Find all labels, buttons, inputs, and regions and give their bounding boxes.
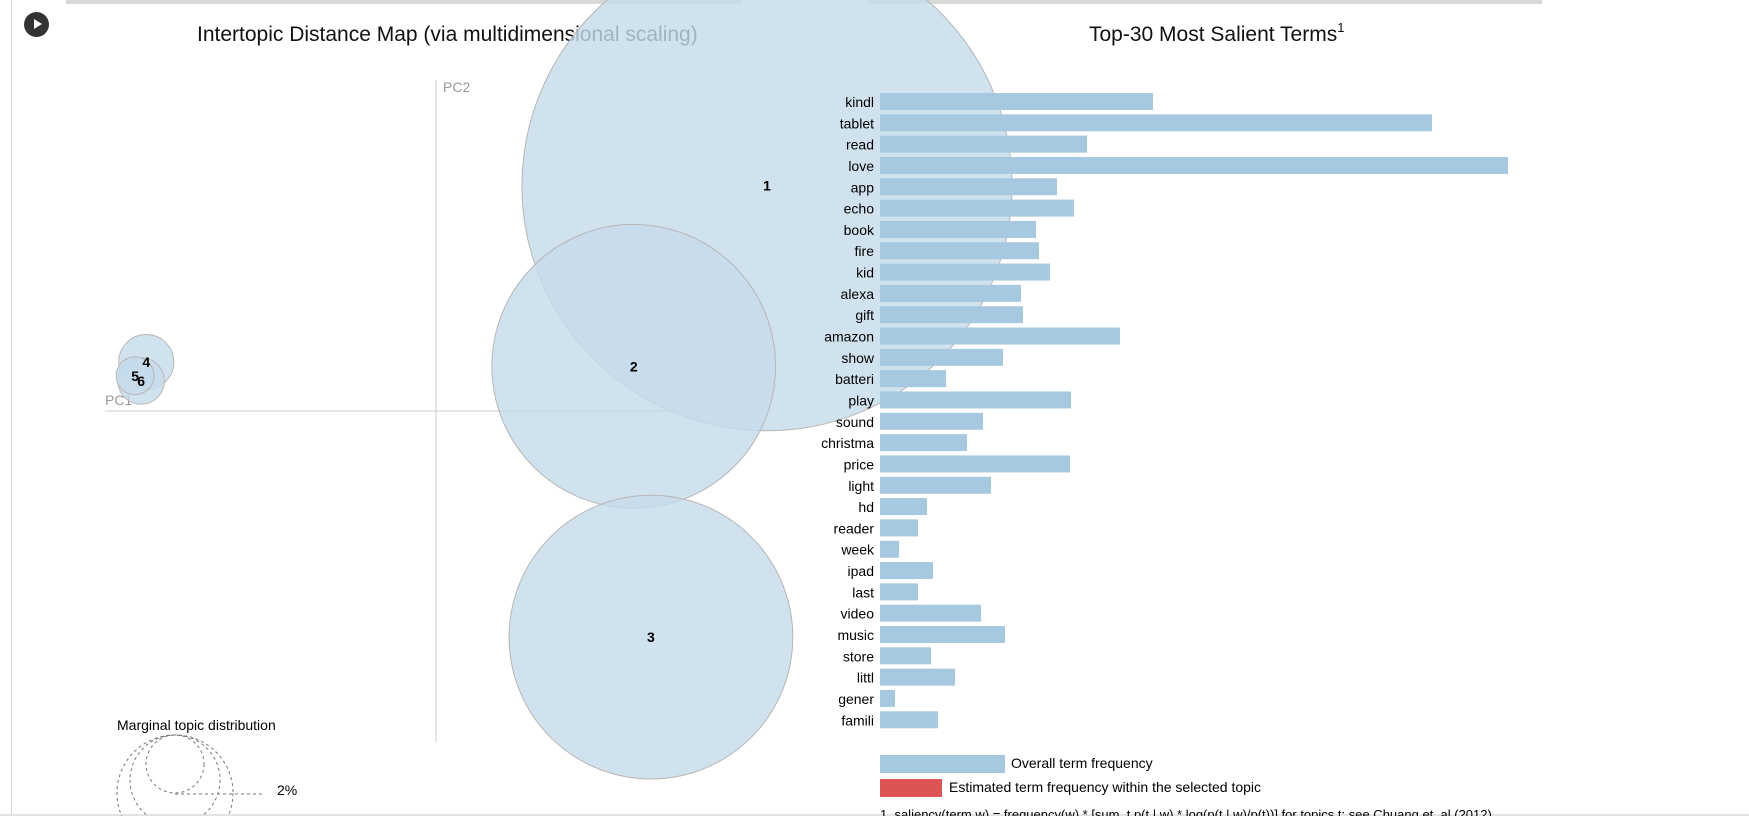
term-label-batteri[interactable]: batteri [835, 371, 874, 387]
term-label-love[interactable]: love [848, 158, 874, 174]
term-bar-famili[interactable] [880, 711, 938, 729]
page-bottom-border [0, 814, 1749, 816]
marginal-size-circle-2 [129, 734, 221, 816]
term-bar-book[interactable] [880, 220, 1036, 238]
right-panel-top-bar [867, 0, 1542, 4]
topic-bubble-5[interactable] [115, 356, 155, 396]
term-bar-gener[interactable] [880, 689, 895, 707]
term-label-store[interactable]: store [843, 648, 874, 664]
term-bar-fire[interactable] [880, 242, 1039, 260]
left-panel-top-bar [66, 0, 742, 4]
term-bar-reader[interactable] [880, 519, 918, 537]
term-label-week[interactable]: week [840, 542, 875, 558]
term-bar-sound[interactable] [880, 412, 983, 430]
term-bar-music[interactable] [880, 626, 1005, 643]
term-label-show[interactable]: show [841, 350, 875, 366]
term-label-gener[interactable]: gener [838, 691, 874, 707]
term-label-light[interactable]: light [848, 478, 874, 494]
term-bar-gift[interactable] [880, 306, 1023, 324]
term-label-reader[interactable]: reader [834, 520, 875, 536]
term-bar-ipad[interactable] [880, 562, 933, 580]
salient-terms-footnote-marker: 1 [1337, 20, 1345, 35]
term-label-gift[interactable]: gift [855, 307, 874, 323]
term-label-sound[interactable]: sound [836, 414, 874, 430]
term-bar-store[interactable] [880, 647, 931, 665]
term-bar-christma[interactable] [880, 434, 967, 452]
term-bar-read[interactable] [880, 135, 1087, 153]
term-label-last[interactable]: last [852, 584, 874, 600]
term-bar-app[interactable] [880, 178, 1057, 196]
bar-chart-legend: Overall term frequency Estimated term fre… [880, 755, 1492, 816]
term-bar-kindl[interactable] [880, 93, 1153, 110]
term-label-ipad[interactable]: ipad [848, 563, 874, 579]
topic-bubble-3[interactable] [508, 494, 794, 780]
pc2-label: PC2 [443, 79, 470, 95]
marginal-size-circle-3 [145, 734, 205, 794]
salient-terms-title-wrap: Top-30 Most Salient Terms1 [1089, 20, 1345, 48]
term-label-famili[interactable]: famili [841, 712, 874, 728]
topic-label-4: 4 [142, 354, 150, 370]
term-label-book[interactable]: book [844, 222, 875, 238]
legend-overall-label: Overall term frequency [1011, 755, 1153, 771]
legend-estimated-label: Estimated term frequency within the sele… [949, 779, 1261, 795]
term-label-tablet[interactable]: tablet [840, 115, 874, 131]
salient-terms-title: Top-30 Most Salient Terms [1089, 23, 1338, 46]
term-bar-show[interactable] [880, 348, 1003, 366]
term-label-alexa[interactable]: alexa [841, 286, 875, 302]
topic-label-5: 5 [131, 368, 139, 384]
term-bar-play[interactable] [880, 391, 1071, 409]
marginal-distribution-title: Marginal topic distribution [117, 717, 276, 733]
marginal-topic-distribution: Marginal topic distribution 2% [116, 717, 297, 816]
play-button[interactable] [24, 12, 49, 37]
term-bar-kid[interactable] [880, 263, 1050, 281]
play-icon [34, 19, 42, 29]
term-bar-price[interactable] [880, 455, 1070, 473]
term-label-echo[interactable]: echo [844, 201, 875, 217]
saliency-footnote: 1. saliency(term w) = frequency(w) * [su… [880, 807, 1492, 816]
term-bar-echo[interactable] [880, 199, 1074, 217]
term-bar-alexa[interactable] [880, 284, 1021, 302]
term-label-price[interactable]: price [844, 456, 875, 472]
term-label-video[interactable]: video [841, 606, 875, 622]
term-label-read[interactable]: read [846, 137, 874, 153]
term-bar-week[interactable] [880, 540, 899, 558]
term-bar-last[interactable] [880, 583, 918, 601]
marginal-percent-label: 2% [277, 782, 297, 798]
term-bar-video[interactable] [880, 604, 981, 622]
term-bar-littl[interactable] [880, 668, 955, 686]
legend-estimated-swatch [880, 779, 942, 797]
term-label-christma[interactable]: christma [821, 435, 874, 451]
term-label-amazon[interactable]: amazon [824, 329, 874, 345]
topic-label-3: 3 [647, 629, 655, 645]
topic-label-6: 6 [137, 373, 145, 389]
term-bar-light[interactable] [880, 476, 991, 494]
term-bar-hd[interactable] [880, 498, 927, 516]
term-label-kid[interactable]: kid [856, 265, 874, 281]
term-bar-amazon[interactable] [880, 327, 1120, 345]
salient-terms-bar-chart: kindl tablet read love app echo book fire kid ale… [821, 93, 1508, 729]
legend-overall-swatch [880, 755, 1005, 773]
topic-label-1: 1 [763, 178, 771, 194]
term-bar-tablet[interactable] [880, 114, 1432, 132]
term-label-littl[interactable]: littl [857, 670, 874, 686]
term-bar-love[interactable] [880, 156, 1508, 174]
term-label-kindl[interactable]: kindl [845, 94, 874, 110]
term-label-app[interactable]: app [851, 179, 875, 195]
page-left-border [11, 0, 12, 816]
term-label-play[interactable]: play [848, 392, 874, 408]
term-bar-batteri[interactable] [880, 370, 946, 388]
term-label-music[interactable]: music [837, 627, 874, 643]
term-label-fire[interactable]: fire [855, 243, 875, 259]
topic-label-2: 2 [630, 358, 638, 374]
marginal-size-circle-1 [116, 734, 234, 816]
term-label-hd[interactable]: hd [858, 499, 874, 515]
